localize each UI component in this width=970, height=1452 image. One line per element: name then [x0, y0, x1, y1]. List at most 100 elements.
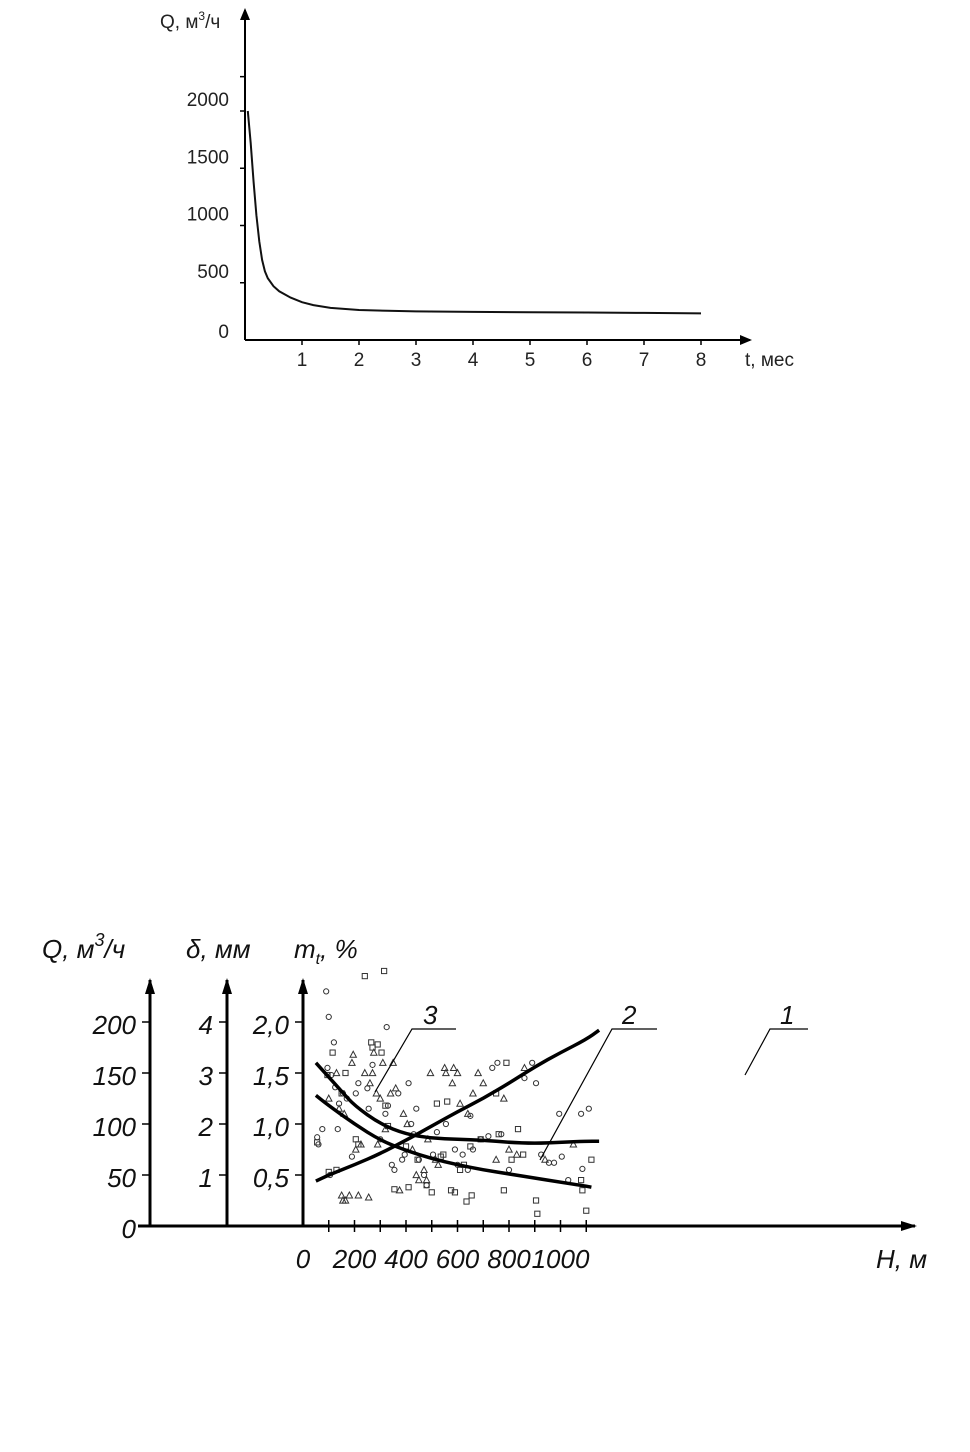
data-point-triangle: [569, 1139, 578, 1148]
data-point-square: [467, 1143, 474, 1150]
data-point-triangle: [512, 1150, 521, 1158]
data-point-circle: [558, 1153, 565, 1160]
data-point-triangle: [337, 1190, 346, 1199]
curve-label-1: 1: [780, 1000, 794, 1030]
data-point-square: [588, 1156, 595, 1163]
data-point-circle: [314, 1134, 321, 1141]
y-tick-label: 100: [93, 1112, 137, 1142]
data-point-square: [532, 1197, 540, 1204]
data-point-circle: [532, 1080, 540, 1087]
data-point-circle: [348, 1153, 356, 1160]
x-axis-label: t, мес: [745, 350, 794, 371]
data-point-square: [361, 973, 368, 980]
data-point-circle: [489, 1064, 496, 1072]
y-tick-label: 50: [107, 1163, 136, 1193]
data-point-triangle: [541, 1155, 550, 1163]
data-point-triangle: [474, 1068, 483, 1077]
x-tick-label: 2: [354, 350, 365, 371]
leader-line-1: [744, 1028, 808, 1076]
data-point-triangle: [376, 1094, 385, 1102]
data-point-circle: [382, 1110, 389, 1117]
data-point-circle: [323, 988, 330, 995]
data-point-triangle: [389, 1058, 398, 1066]
y-tick-label: 2,0: [252, 1010, 290, 1040]
data-point-square: [314, 1139, 321, 1146]
data-point-circle: [451, 1146, 459, 1153]
data-point-circle: [395, 1090, 402, 1097]
data-point-circle: [330, 1039, 337, 1046]
data-point-circle: [494, 1059, 501, 1066]
y-tick-label: 3: [199, 1061, 214, 1091]
data-point-circle: [355, 1080, 362, 1087]
leader-line-2: [539, 1028, 657, 1161]
data-point-triangle: [391, 1083, 400, 1092]
data-point-square: [500, 1187, 507, 1194]
data-point-circle: [325, 1013, 332, 1021]
data-point-circle: [505, 1166, 513, 1174]
data-point-triangle: [345, 1190, 354, 1199]
data-point-circle: [413, 1105, 420, 1112]
data-point-circle: [556, 1110, 563, 1117]
data-point-triangle: [351, 1145, 360, 1153]
data-point-triangle: [414, 1175, 423, 1184]
data-point-triangle: [449, 1063, 458, 1071]
y-tick-label: 150: [93, 1061, 137, 1091]
data-point-square: [451, 1189, 459, 1196]
data-point-square: [534, 1210, 541, 1217]
data-point-circle: [579, 1165, 586, 1172]
data-point-square: [368, 1039, 375, 1046]
data-point-triangle: [373, 1139, 382, 1148]
data-point-square: [456, 1166, 464, 1174]
data-point-circle: [442, 1120, 450, 1128]
data-point-square: [381, 967, 388, 975]
data-point-circle: [433, 1129, 440, 1136]
data-point-square: [578, 1177, 585, 1184]
chart-decline-curve: 0 500 1000 1500 2000 1 2 3 4 5 6 7 8 Q, м3/ч t, мес: [160, 8, 794, 371]
trend-curve-2: [314, 1094, 592, 1189]
data-point-circle: [315, 1141, 322, 1148]
data-point-square: [468, 1192, 475, 1199]
x-tick-label: 600: [436, 1244, 480, 1274]
x-tick-label: 8: [696, 350, 707, 371]
data-point-circle: [391, 1166, 398, 1174]
data-point-triangle: [448, 1078, 457, 1087]
data-point-triangle: [349, 1050, 358, 1058]
data-point-square: [329, 1049, 336, 1056]
data-point-circle: [423, 1182, 430, 1189]
x-tick-label: 4: [468, 350, 479, 371]
data-point-triangle: [368, 1068, 377, 1077]
trend-curve-3: [314, 1061, 600, 1145]
data-point-circle: [364, 1085, 371, 1092]
data-point-triangle: [403, 1119, 412, 1128]
data-point-triangle: [520, 1063, 529, 1071]
data-point-square: [579, 1187, 586, 1194]
data-point-square: [391, 1186, 398, 1193]
data-point-circle: [420, 1171, 428, 1179]
data-point-triangle: [504, 1145, 514, 1153]
data-point-square: [503, 1059, 510, 1066]
data-point-square: [342, 1069, 349, 1077]
y-tick-label: 1,5: [253, 1061, 290, 1091]
data-point-square: [440, 1151, 447, 1158]
curve-label-2: 2: [621, 1000, 637, 1030]
data-point-triangle: [441, 1068, 450, 1077]
data-point-square: [583, 1207, 590, 1214]
y-axis-label-delta: δ, мм: [186, 934, 251, 964]
data-point-square: [514, 1126, 522, 1133]
data-point-circle: [429, 1151, 437, 1158]
x-tick-label: 1000: [532, 1244, 590, 1274]
data-point-triangle: [360, 1068, 369, 1077]
x-tick-label: 400: [384, 1244, 428, 1274]
data-point-triangle: [354, 1190, 363, 1199]
x-tick-label: 200: [332, 1244, 377, 1274]
curve-label-3: 3: [423, 1000, 438, 1030]
data-point-square: [520, 1151, 527, 1158]
decline-curve-line: [246, 110, 702, 315]
data-point-square: [414, 1156, 421, 1163]
data-point-triangle: [422, 1175, 431, 1184]
data-point-square: [374, 1041, 381, 1048]
data-point-circle: [319, 1126, 326, 1133]
data-point-circle: [388, 1161, 395, 1168]
y-tick-label: 1,0: [253, 1112, 290, 1142]
